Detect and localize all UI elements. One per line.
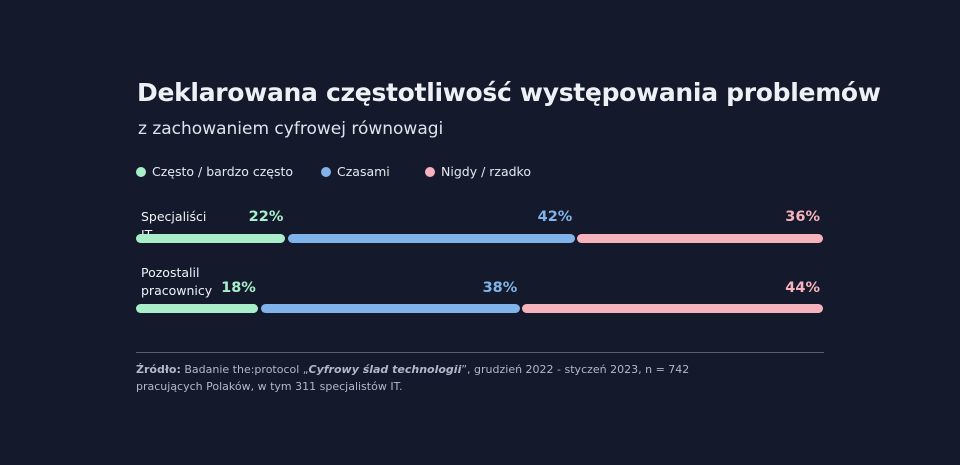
- legend-marker: [136, 167, 146, 177]
- value-label: 22%: [248, 209, 284, 225]
- bar-segment: [260, 304, 521, 313]
- value-label: 42%: [537, 209, 573, 225]
- bar-segment: [136, 304, 258, 313]
- source-text: ”, grudzień 2022 - styczeń 2023, n = 742…: [136, 363, 690, 393]
- bar-segment: [522, 304, 823, 313]
- legend-marker: [321, 167, 331, 177]
- bar-segment: [577, 234, 823, 243]
- chart-subtitle: z zachowaniem cyfrowej równowagi: [138, 119, 444, 139]
- divider: [136, 352, 824, 353]
- source-note: Źródło: Badanie the:protocol „Cyfrowy śl…: [136, 361, 736, 395]
- category-label: Pozostalil pracownicy: [141, 265, 213, 298]
- legend-label: Czasami: [337, 164, 390, 179]
- bar-segment: [288, 234, 576, 243]
- legend-label: Nigdy / rzadko: [441, 164, 531, 179]
- bar-segment: [136, 234, 286, 243]
- source-title: Cyfrowy ślad technologii: [308, 363, 462, 376]
- value-label: 44%: [785, 280, 820, 296]
- value-label: 36%: [785, 209, 820, 225]
- legend-marker: [425, 167, 435, 177]
- legend-label: Często / bardzo często: [152, 164, 294, 179]
- source-label: Źródło:: [136, 363, 181, 376]
- value-label: 18%: [221, 280, 256, 296]
- source-text: Badanie the:protocol „: [184, 363, 309, 376]
- value-label: 38%: [482, 280, 518, 296]
- chart-title: Deklarowana częstotliwość występowania p…: [137, 78, 881, 107]
